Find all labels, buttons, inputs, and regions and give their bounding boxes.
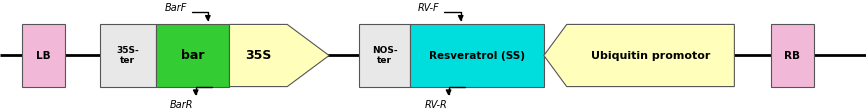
Text: RV-R: RV-R: [424, 100, 447, 110]
Bar: [771, 24, 814, 87]
Text: RB: RB: [785, 51, 800, 60]
Bar: [100, 24, 156, 87]
Text: bar: bar: [181, 49, 204, 62]
Text: NOS-
ter: NOS- ter: [372, 46, 397, 65]
Text: BarF: BarF: [165, 3, 187, 13]
Bar: [359, 24, 410, 87]
Text: LB: LB: [36, 51, 50, 60]
Bar: [410, 24, 544, 87]
Bar: [22, 24, 65, 87]
Text: Ubiquitin promotor: Ubiquitin promotor: [591, 51, 710, 60]
Text: BarR: BarR: [170, 100, 193, 110]
Bar: [156, 24, 229, 87]
Text: RV-F: RV-F: [417, 3, 439, 13]
Polygon shape: [229, 24, 329, 87]
Text: Resveratrol (SS): Resveratrol (SS): [429, 51, 525, 60]
Text: 35S: 35S: [245, 49, 272, 62]
Text: 35S-
ter: 35S- ter: [116, 46, 139, 65]
Polygon shape: [544, 24, 734, 87]
